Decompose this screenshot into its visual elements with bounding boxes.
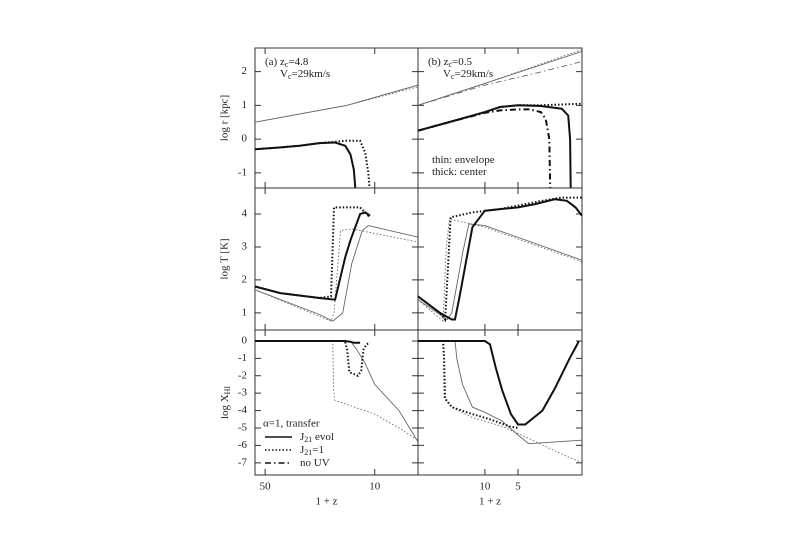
text-part: log X	[219, 394, 231, 419]
series-line	[255, 340, 371, 378]
y-tick-label: 0	[242, 334, 248, 346]
y-tick-label: 2	[242, 273, 248, 285]
series-line	[418, 340, 582, 464]
y-tick-label: -1	[238, 166, 247, 178]
y-tick-label: 0	[242, 133, 248, 145]
text-part: =29km/s	[292, 68, 331, 80]
text-part: V	[280, 68, 288, 80]
y-tick-label: -1	[238, 352, 247, 364]
text-part: (b) z	[428, 56, 449, 68]
series-line	[418, 198, 582, 321]
y-axis-label: log r [kpc]	[219, 95, 231, 141]
y-tick-label: 1	[242, 306, 248, 318]
series-line	[418, 218, 582, 323]
text-part: J	[300, 431, 305, 443]
y-axis-label: log T [K]	[219, 238, 231, 279]
series-line	[255, 141, 357, 188]
text-part: c	[451, 72, 455, 81]
y-tick-label: -3	[238, 387, 248, 399]
series-line	[418, 340, 580, 426]
y-tick-label: -6	[238, 439, 248, 451]
panel-frame	[254, 329, 419, 476]
x-tick-label: 5	[515, 481, 521, 493]
series-line	[418, 61, 582, 106]
legend-title: α=1, transfer	[263, 418, 320, 430]
series-line	[418, 108, 552, 188]
text-part: HI	[223, 386, 232, 395]
x-axis-label: 1 + z	[479, 496, 501, 508]
annotation: (b) zc=0.5	[428, 56, 472, 69]
text-part: evol	[312, 431, 334, 443]
x-axis-label: 1 + z	[315, 496, 337, 508]
text-part: thick: center	[432, 166, 487, 178]
text-part: 21	[304, 435, 312, 444]
y-tick-label: -2	[238, 369, 247, 381]
x-tick-label: 10	[479, 481, 491, 493]
annotation: thin: envelope	[432, 154, 495, 166]
series-line	[418, 223, 582, 321]
panel-frame	[254, 187, 419, 331]
series-line	[418, 104, 572, 188]
series-line	[418, 340, 582, 445]
series-line	[255, 211, 371, 301]
series-line	[255, 228, 418, 322]
series-line	[255, 340, 361, 344]
series-line	[255, 225, 418, 322]
y-tick-label: -4	[238, 404, 248, 416]
series-line	[418, 49, 582, 106]
y-tick-label: 2	[242, 65, 248, 77]
text-part: J	[300, 444, 305, 456]
y-tick-label: -7	[238, 456, 248, 468]
series-line	[418, 196, 582, 323]
text-part: =4.8	[288, 56, 308, 68]
text-part: c	[288, 72, 292, 81]
y-tick-label: 4	[242, 208, 248, 220]
annotation: thick: center	[432, 166, 487, 178]
annotation: Vc=29km/s	[443, 68, 493, 81]
text-part: V	[443, 68, 451, 80]
series-line	[255, 206, 371, 300]
text-part: (a) z	[265, 56, 285, 68]
legend-label: J21=1	[300, 444, 324, 457]
text-part: c	[285, 60, 289, 69]
x-tick-label: 10	[369, 481, 381, 493]
text-part: =0.5	[452, 56, 472, 68]
text-part: =29km/s	[455, 68, 494, 80]
series-line	[418, 340, 519, 429]
text-part: c	[448, 60, 452, 69]
y-tick-label: 1	[242, 99, 248, 111]
legend-label: J21 evol	[300, 431, 334, 444]
y-axis-label: log XHI	[219, 386, 232, 420]
text-part: 21	[304, 448, 312, 457]
panel-frame	[417, 329, 583, 476]
text-part: =1	[312, 444, 324, 456]
x-tick-label: 50	[260, 481, 272, 493]
annotation: Vc=29km/s	[280, 68, 330, 81]
text-part: no UV	[300, 457, 330, 469]
text-part: thin: envelope	[432, 154, 495, 166]
y-tick-label: -5	[238, 422, 248, 434]
annotation: (a) zc=4.8	[265, 56, 309, 69]
y-tick-label: 3	[242, 241, 248, 253]
series-line	[255, 84, 418, 123]
legend-label: no UV	[300, 457, 330, 469]
